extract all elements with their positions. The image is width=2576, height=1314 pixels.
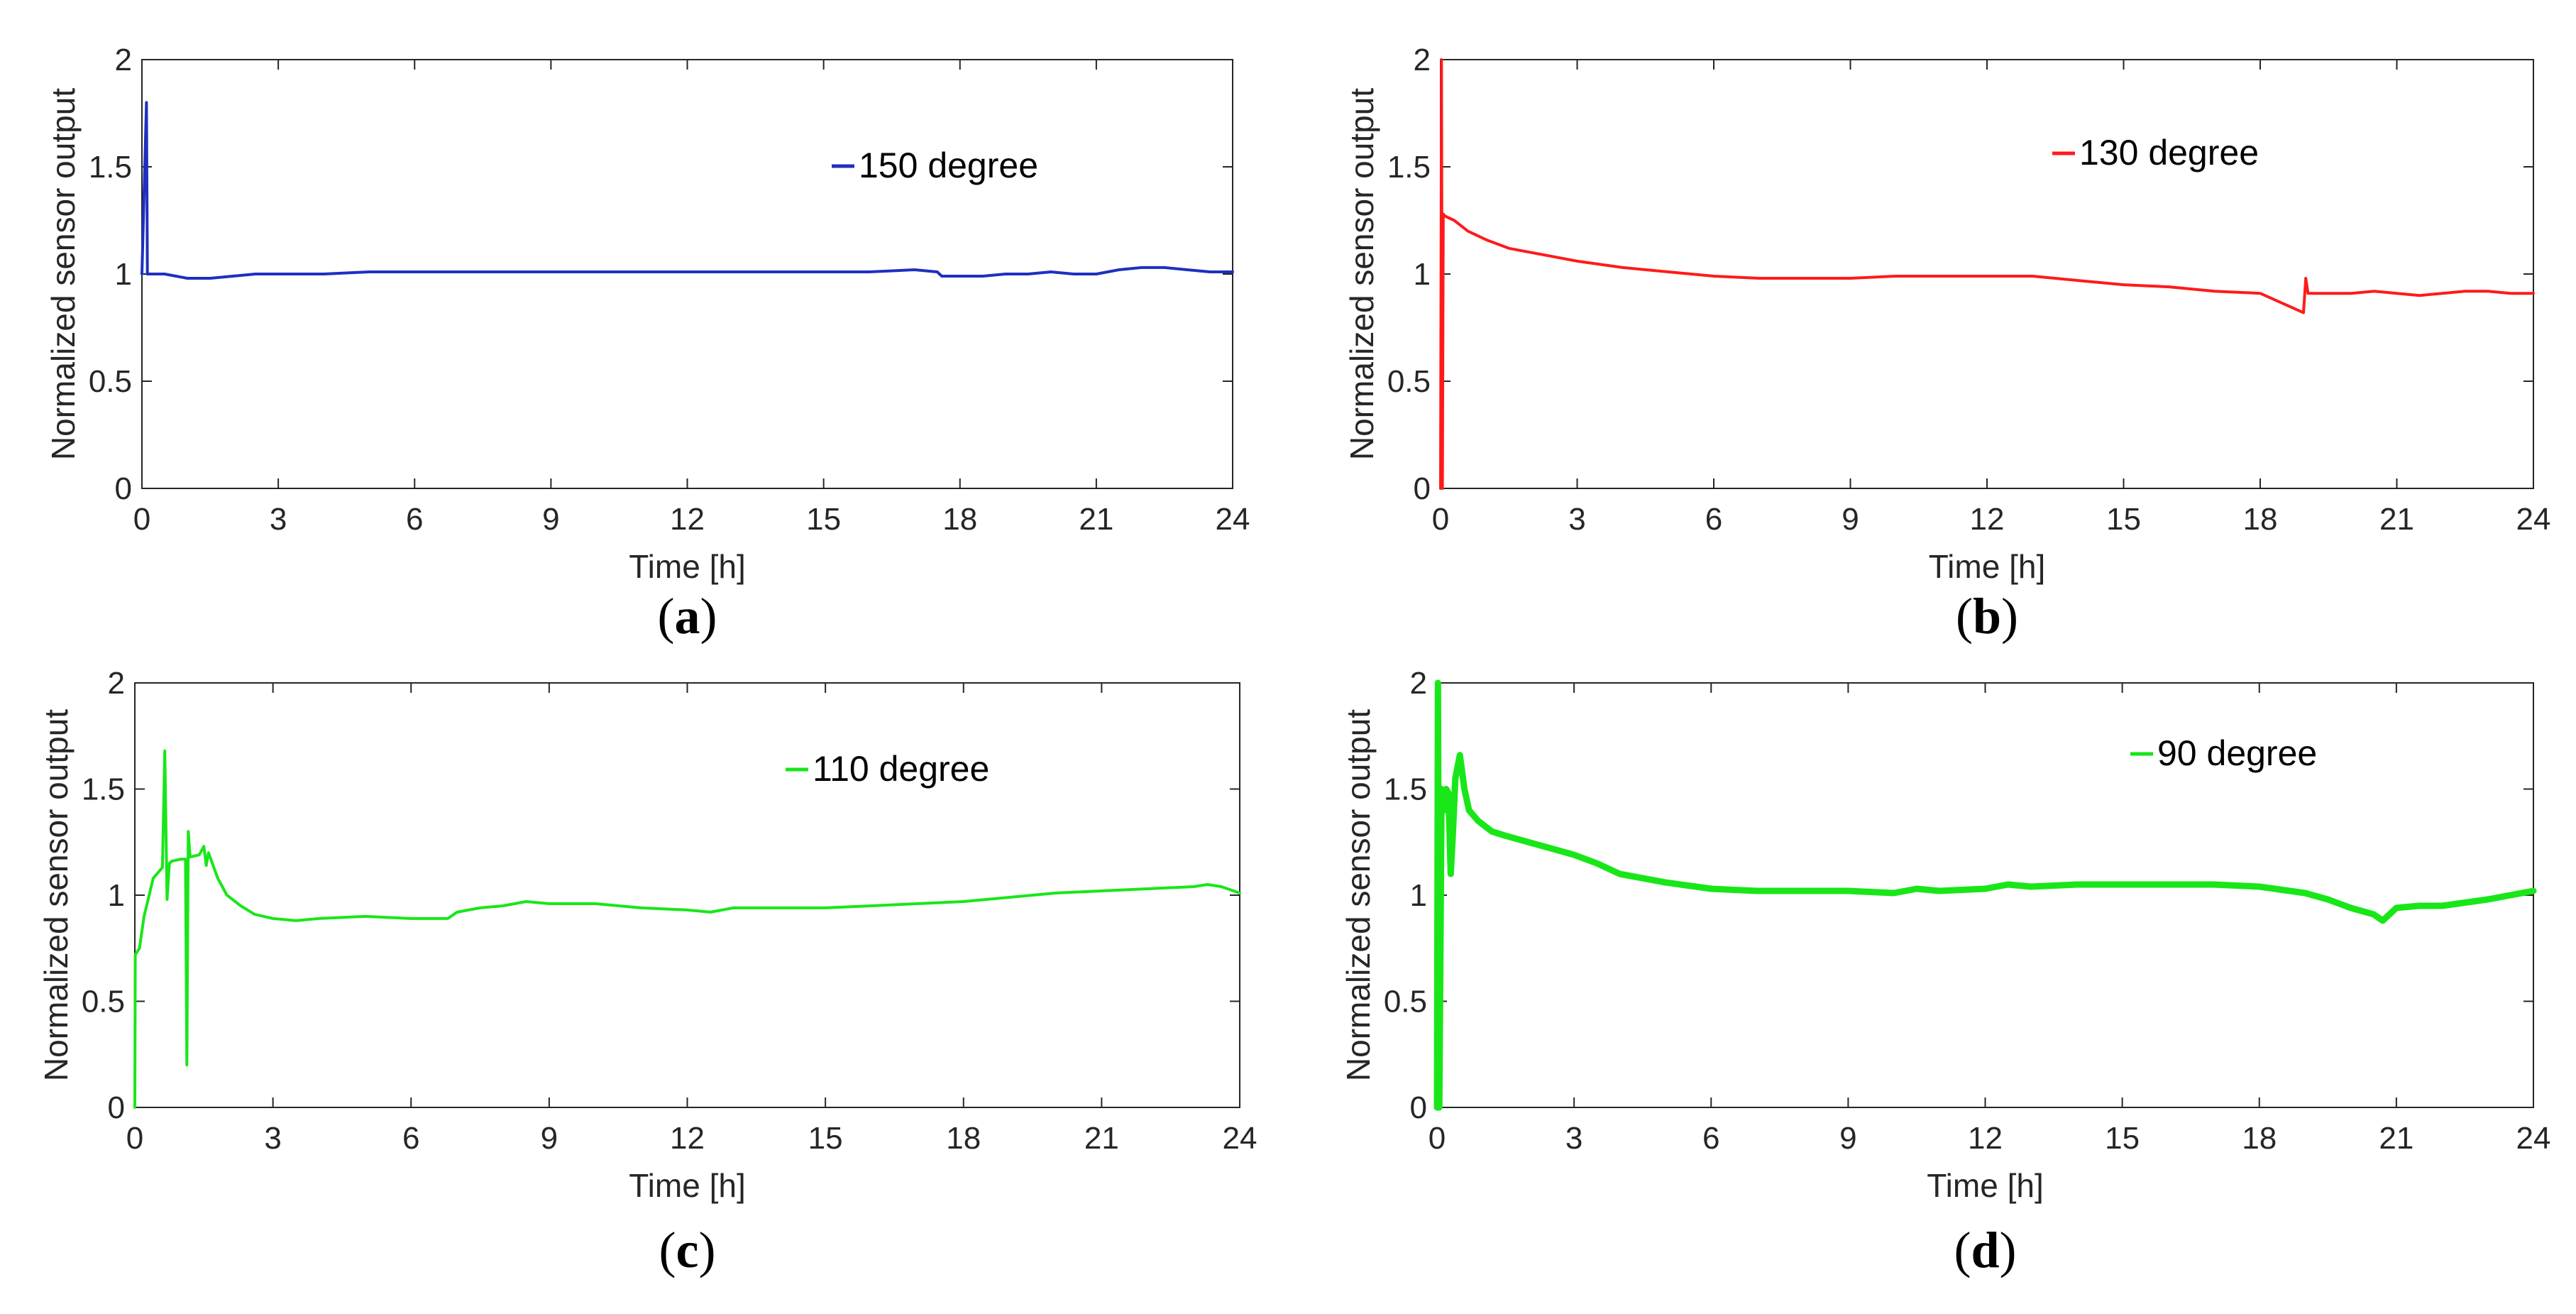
x-tick-label: 0 xyxy=(126,1121,143,1156)
x-tick-label: 15 xyxy=(2106,502,2141,537)
panel-label: (c) xyxy=(659,1222,716,1279)
x-tick-label: 24 xyxy=(1216,502,1250,537)
y-tick-label: 0.5 xyxy=(1387,364,1431,399)
x-tick-label: 3 xyxy=(264,1121,281,1156)
x-tick-label: 3 xyxy=(270,502,287,537)
panel-label: (a) xyxy=(658,588,717,645)
x-tick-label: 3 xyxy=(1568,502,1585,537)
y-axis-title: Normalized sensor output xyxy=(38,709,75,1081)
y-tick-label: 1 xyxy=(108,878,125,913)
x-tick-label: 6 xyxy=(1702,1121,1719,1156)
x-tick-label: 0 xyxy=(133,502,150,537)
x-tick-label: 12 xyxy=(670,502,705,537)
x-tick-label: 24 xyxy=(2516,1121,2551,1156)
chart-panel-d: 0 3 6 9 12 15 18 21 24 0 0.5 1 1.5 2 Time [h] Normalize… xyxy=(1340,666,2550,1279)
chart-panel-c: 0 3 6 9 12 15 18 21 24 0 0.5 1 1.5 2 Time [h] Normalize… xyxy=(38,666,1257,1279)
x-tick-label: 15 xyxy=(808,1121,843,1156)
x-tick-label: 18 xyxy=(2242,1121,2277,1156)
y-tick-label: 2 xyxy=(108,666,125,701)
y-tick-label: 2 xyxy=(115,43,132,77)
y-tick-label: 1 xyxy=(1410,878,1427,913)
x-tick-label: 21 xyxy=(1079,502,1113,537)
x-axis-title: Time [h] xyxy=(629,1167,745,1204)
y-tick-label: 0.5 xyxy=(89,364,132,399)
series-line-b xyxy=(1439,58,2535,490)
x-tick-label: 18 xyxy=(946,1121,981,1156)
y-tick-label: 1.5 xyxy=(1387,150,1431,185)
legend-label: 130 degree xyxy=(2079,133,2259,173)
legend-label: 90 degree xyxy=(2157,733,2317,773)
y-tick-label: 1.5 xyxy=(1384,772,1427,807)
x-tick-label: 21 xyxy=(1084,1121,1119,1156)
panel-label: (b) xyxy=(1956,588,2018,645)
x-axis-title: Time [h] xyxy=(629,548,745,585)
y-tick-label: 0 xyxy=(1414,471,1431,506)
y-axis-title: Normalized sensor output xyxy=(1343,88,1380,460)
y-tick-label: 0.5 xyxy=(82,985,125,1019)
panel-label: (d) xyxy=(1954,1222,2016,1279)
x-tick-label: 21 xyxy=(2379,1121,2413,1156)
y-tick-label: 0 xyxy=(1410,1090,1427,1125)
y-tick-label: 0 xyxy=(115,471,132,506)
series-line-c xyxy=(133,749,1241,1109)
y-tick-label: 2 xyxy=(1414,43,1431,77)
x-tick-label: 3 xyxy=(1565,1121,1583,1156)
x-tick-label: 21 xyxy=(2379,502,2414,537)
legend-label: 110 degree xyxy=(813,749,989,789)
y-tick-label: 1 xyxy=(1414,257,1431,292)
x-tick-label: 6 xyxy=(402,1121,419,1156)
y-tick-label: 1 xyxy=(115,257,132,292)
series-line-d xyxy=(1433,679,2537,1111)
x-tick-label: 15 xyxy=(806,502,841,537)
y-axis-title: Normalized sensor output xyxy=(1340,709,1377,1081)
plot-area xyxy=(134,682,1240,1108)
x-tick-label: 0 xyxy=(1429,1121,1446,1156)
x-tick-label: 24 xyxy=(2516,502,2551,537)
y-axis-title: Normalized sensor output xyxy=(45,88,82,460)
x-tick-label: 9 xyxy=(541,1121,558,1156)
x-tick-label: 24 xyxy=(1223,1121,1257,1156)
plot-area xyxy=(1436,682,2534,1108)
y-tick-label: 1.5 xyxy=(82,772,125,807)
y-tick-label: 0 xyxy=(108,1090,125,1125)
x-tick-label: 9 xyxy=(1842,502,1859,537)
x-axis-title: Time [h] xyxy=(1929,548,2045,585)
chart-panel-a: 0 3 6 9 12 15 18 21 24 0 0.5 1 1.5 2 Time [h] Normalize… xyxy=(45,43,1250,645)
x-tick-label: 18 xyxy=(942,502,977,537)
x-tick-label: 6 xyxy=(406,502,423,537)
x-tick-label: 18 xyxy=(2243,502,2278,537)
x-tick-label: 15 xyxy=(2105,1121,2140,1156)
plot-area xyxy=(1440,59,2534,489)
chart-panel-b: 0 3 6 9 12 15 18 21 24 0 0.5 1 1.5 2 Time [h] Normalize… xyxy=(1343,43,2550,645)
series-line-a xyxy=(141,101,1234,280)
y-tick-label: 2 xyxy=(1410,666,1427,701)
x-tick-label: 12 xyxy=(1970,502,2005,537)
legend-label: 150 degree xyxy=(859,146,1038,185)
x-tick-label: 6 xyxy=(1705,502,1722,537)
y-tick-label: 1.5 xyxy=(89,150,132,185)
x-tick-label: 12 xyxy=(670,1121,705,1156)
x-tick-label: 0 xyxy=(1432,502,1449,537)
x-tick-label: 12 xyxy=(1968,1121,2003,1156)
x-axis-title: Time [h] xyxy=(1927,1167,2043,1204)
x-tick-label: 9 xyxy=(542,502,559,537)
y-tick-label: 0.5 xyxy=(1384,985,1427,1019)
x-tick-label: 9 xyxy=(1839,1121,1856,1156)
